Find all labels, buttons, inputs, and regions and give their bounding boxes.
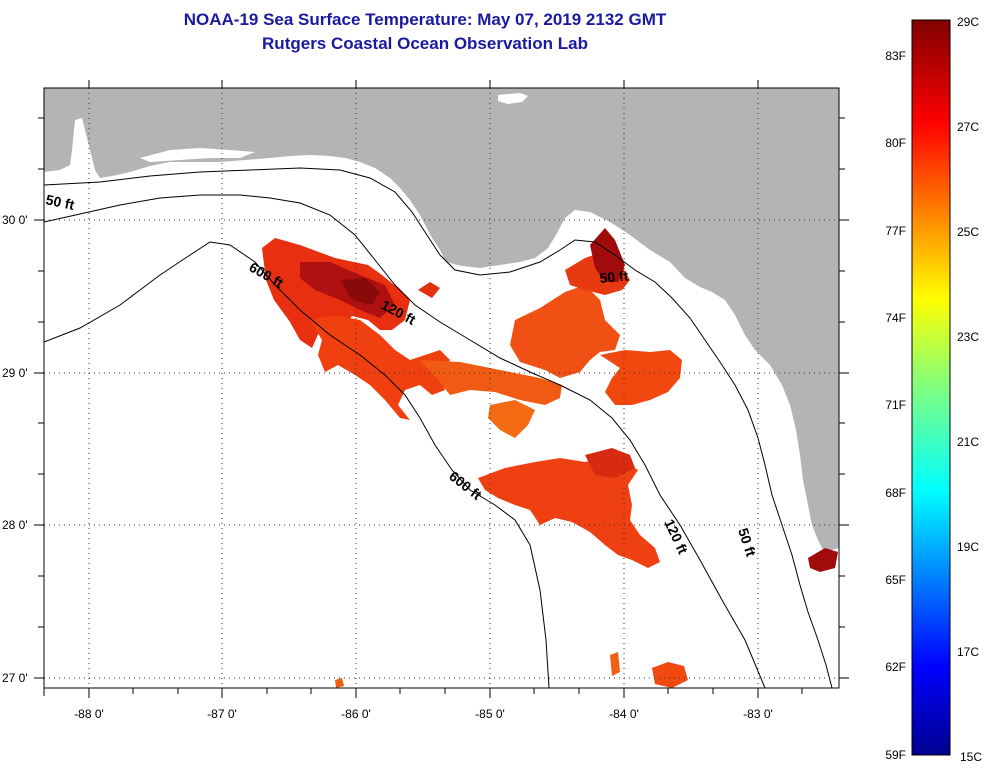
colorbar-f-label: 68F [885, 486, 906, 500]
latitude-axis: 30 0' 29 0' 28 0' 27 0' [2, 213, 28, 685]
map-frame [43, 87, 840, 689]
colorbar-celsius-scale: 29C 27C 25C 23C 21C 19C 17C 15C [957, 15, 982, 764]
contour-600ft [44, 241, 550, 688]
contour-120ft [44, 194, 766, 688]
map-title: NOAA-19 Sea Surface Temperature: May 07,… [183, 10, 667, 29]
lat-label: 28 0' [2, 518, 28, 532]
colorbar-f-label: 83F [885, 49, 906, 63]
frame-ticks [34, 80, 849, 698]
contour-50ft [44, 167, 833, 688]
lon-label: -84 0' [609, 707, 639, 721]
map-subtitle: Rutgers Coastal Ocean Observation Lab [262, 34, 588, 53]
colorbar-f-label: 65F [885, 573, 906, 587]
longitude-axis: -88 0' -87 0' -86 0' -85 0' -84 0' -83 0… [74, 707, 773, 721]
colorbar-f-label: 80F [885, 136, 906, 150]
contour-label-50ft-west: 50 ft [44, 191, 76, 213]
colorbar-f-label: 71F [885, 398, 906, 412]
colorbar-c-label: 19C [957, 540, 979, 554]
colorbar-c-label: 27C [957, 120, 979, 134]
colorbar-c-label: 21C [957, 435, 979, 449]
lon-label: -83 0' [743, 707, 773, 721]
lon-label: -87 0' [207, 707, 237, 721]
bay-water [140, 148, 255, 162]
lat-label: 30 0' [2, 213, 28, 227]
colorbar [911, 19, 951, 756]
colorbar-fahrenheit-scale: 83F 80F 77F 74F 71F 68F 65F 62F 59F [885, 49, 906, 762]
colorbar-c-label: 23C [957, 330, 979, 344]
colorbar-f-label: 59F [885, 748, 906, 762]
inland-lake [498, 93, 528, 104]
contour-label-50ft-bigbend: 50 ft [599, 268, 629, 286]
graticule [44, 88, 839, 688]
lon-label: -88 0' [74, 707, 104, 721]
depth-contours [44, 167, 833, 688]
colorbar-c-label: 17C [957, 645, 979, 659]
colorbar-f-label: 77F [885, 224, 906, 238]
colorbar-f-label: 62F [885, 660, 906, 674]
lat-label: 27 0' [2, 671, 28, 685]
colorbar-c-label: 15C [960, 750, 982, 764]
sst-patches [262, 228, 838, 688]
colorbar-c-label: 29C [957, 15, 979, 29]
colorbar-c-label: 25C [957, 225, 979, 239]
lon-label: -85 0' [475, 707, 505, 721]
lat-label: 29 0' [2, 366, 28, 380]
lon-label: -86 0' [341, 707, 371, 721]
land-mass [44, 88, 839, 552]
colorbar-f-label: 74F [885, 311, 906, 325]
